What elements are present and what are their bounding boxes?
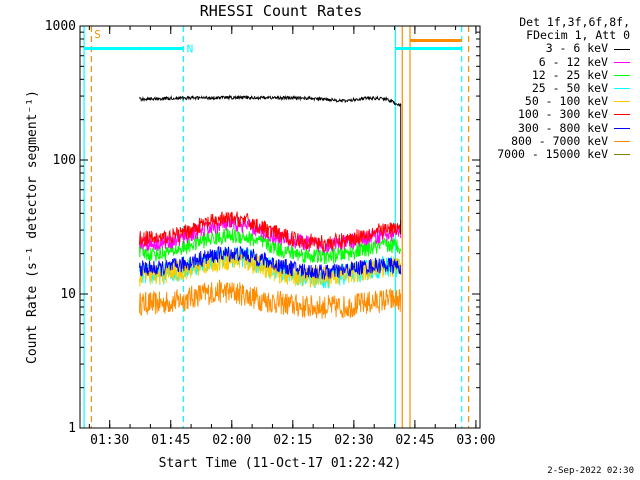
x-tick-label: 02:30: [334, 433, 373, 448]
legend-swatch: [614, 74, 630, 76]
series-line: [138, 94, 402, 235]
y-tick-label: 100: [53, 153, 76, 168]
legend-label: 6 - 12 keV: [538, 54, 608, 69]
legend-entry: 800 - 7000 keV: [478, 133, 630, 148]
legend-entry: 3 - 6 keV: [478, 42, 630, 55]
series-line: [138, 246, 402, 280]
x-axis-label: Start Time (11-Oct-17 01:22:42): [159, 456, 402, 471]
legend-swatch: [614, 101, 630, 103]
legend-label: 300 - 800 keV: [517, 120, 608, 135]
bar-label: S: [94, 28, 101, 41]
legend-entry: 50 - 100 keV: [478, 94, 630, 109]
series-line: [138, 211, 402, 253]
legend-swatch: [614, 154, 630, 155]
plot-frame: [79, 25, 481, 429]
x-tick-label: 03:00: [456, 433, 495, 448]
legend-label: 25 - 50 keV: [531, 80, 608, 95]
x-tick-label: 01:30: [90, 433, 129, 448]
legend-swatch: [614, 127, 630, 129]
legend-label: 12 - 25 keV: [531, 67, 608, 82]
series-line: [138, 228, 402, 265]
legend-entry: 25 - 50 keV: [478, 80, 630, 95]
legend-entry: 6 - 12 keV: [478, 54, 630, 69]
legend-swatch: [614, 140, 630, 142]
chart-marks: SN: [83, 26, 470, 428]
legend-label: 3 - 6 keV: [545, 41, 608, 56]
legend-label: 7000 - 15000 keV: [497, 146, 608, 161]
series-line: [138, 279, 402, 319]
legend-header-line-1: Det 1f,3f,6f,8f,: [519, 15, 630, 29]
y-tick-label: 10: [60, 287, 76, 302]
legend-label: 50 - 100 keV: [524, 94, 608, 109]
bar-label: N: [187, 42, 194, 55]
legend-entry: 100 - 300 keV: [478, 108, 630, 121]
chart-axes: 1 10 100 1000 01:30 01:45 02:00 02:15 02:30 02:45…: [45, 19, 496, 448]
x-tick-label: 01:45: [151, 433, 190, 448]
y-tick-label: 1000: [45, 19, 76, 34]
x-tick-label: 02:15: [273, 433, 312, 448]
legend-swatch: [614, 61, 630, 63]
legend-entry: 7000 - 15000 keV: [478, 146, 630, 161]
x-tick-label: 02:45: [395, 433, 434, 448]
legend: Det 1f,3f,6f,8f, FDecim 1, Att 0 3 - 6 k…: [478, 15, 630, 161]
legend-entry: 300 - 800 keV: [478, 120, 630, 135]
y-tick-label: 1: [68, 421, 76, 436]
y-axis-label: Count Rate (s⁻¹ detector segment⁻¹): [25, 90, 40, 364]
legend-label: 100 - 300 keV: [517, 107, 608, 122]
legend-header-line-2: FDecim 1, Att 0: [526, 28, 630, 43]
legend-swatch: [614, 48, 630, 50]
x-tick-label: 02:00: [212, 433, 251, 448]
legend-entry: 12 - 25 keV: [478, 67, 630, 82]
chart-title: RHESSI Count Rates: [200, 2, 363, 20]
series-line: [138, 249, 402, 288]
legend-swatch: [614, 114, 630, 116]
legend-swatch: [614, 88, 630, 90]
legend-label: 800 - 7000 keV: [511, 133, 608, 148]
timestamp: 2-Sep-2022 02:30: [547, 466, 634, 476]
